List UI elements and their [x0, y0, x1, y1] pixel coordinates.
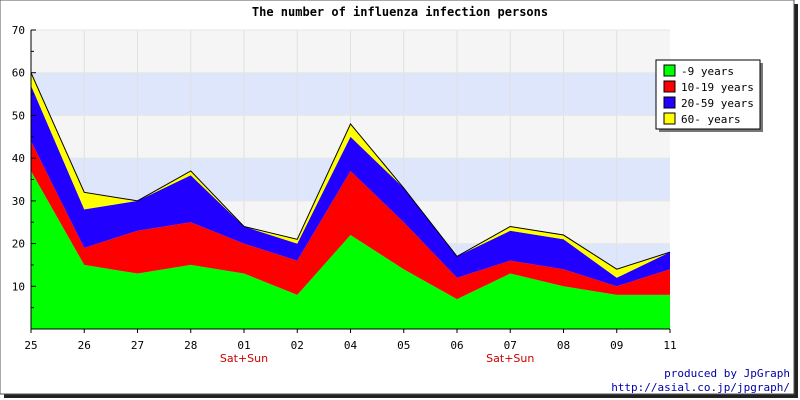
- legend-swatch-1: [663, 80, 676, 93]
- x-tick-label-2: 27: [131, 339, 144, 352]
- series-area-2: [31, 85, 670, 287]
- legend-label-1: 10-19 years: [681, 81, 754, 94]
- y-tick-label-10: 10: [12, 280, 25, 293]
- y-tick-label-70: 70: [12, 24, 25, 37]
- chart-title: The number of influenza infection person…: [252, 5, 548, 19]
- legend: -9 years 10-19 years 20-59 years 60- years: [655, 59, 763, 132]
- series-area-0: [31, 170, 670, 329]
- axes: [30, 29, 671, 333]
- legend-swatch-0: [663, 64, 676, 77]
- credit-line-1: produced by JpGraph: [664, 367, 790, 380]
- x-tick-label-9: 07: [504, 339, 517, 352]
- x-tick-label-1: 26: [78, 339, 91, 352]
- legend-label-0: -9 years: [681, 65, 734, 78]
- x-tick-label-3: 28: [184, 339, 197, 352]
- x-tick-label-5: 02: [291, 339, 304, 352]
- y-tick-labels: 10 20 30 40 50 60 70: [12, 24, 25, 293]
- x-tick-label-6: 04: [344, 339, 358, 352]
- y-tick-label-20: 20: [12, 238, 25, 251]
- x-tick-label-7: 05: [397, 339, 410, 352]
- x-tick-label-4: 01: [237, 339, 250, 352]
- legend-swatch-2: [663, 96, 676, 109]
- y-tick-label-60: 60: [12, 67, 25, 80]
- legend-label-2: 20-59 years: [681, 97, 754, 110]
- x-tick-label-8: 06: [450, 339, 463, 352]
- y-tick-label-40: 40: [12, 152, 25, 165]
- series-areas: [30, 72, 671, 329]
- x-tick-label-11: 09: [610, 339, 623, 352]
- total-outline: [30, 72, 671, 270]
- y-tick-label-50: 50: [12, 109, 25, 122]
- x-tick-labels: 25 26 27 28 01 02 04 05 06 07 08 09 11 Sat+Sun Sat+Sun: [24, 339, 676, 365]
- credit-link[interactable]: http://asial.co.jp/jpgraph/: [611, 381, 790, 394]
- x-note-label-0: Sat+Sun: [220, 352, 268, 365]
- series-area-1: [31, 141, 670, 300]
- x-note-label-1: Sat+Sun: [486, 352, 534, 365]
- x-tick-label-0: 25: [24, 339, 37, 352]
- y-tick-label-30: 30: [12, 195, 25, 208]
- legend-label-3: 60- years: [681, 113, 741, 126]
- legend-swatch-3: [663, 112, 676, 125]
- x-tick-label-12: 11: [663, 339, 676, 352]
- x-tick-label-10: 08: [557, 339, 570, 352]
